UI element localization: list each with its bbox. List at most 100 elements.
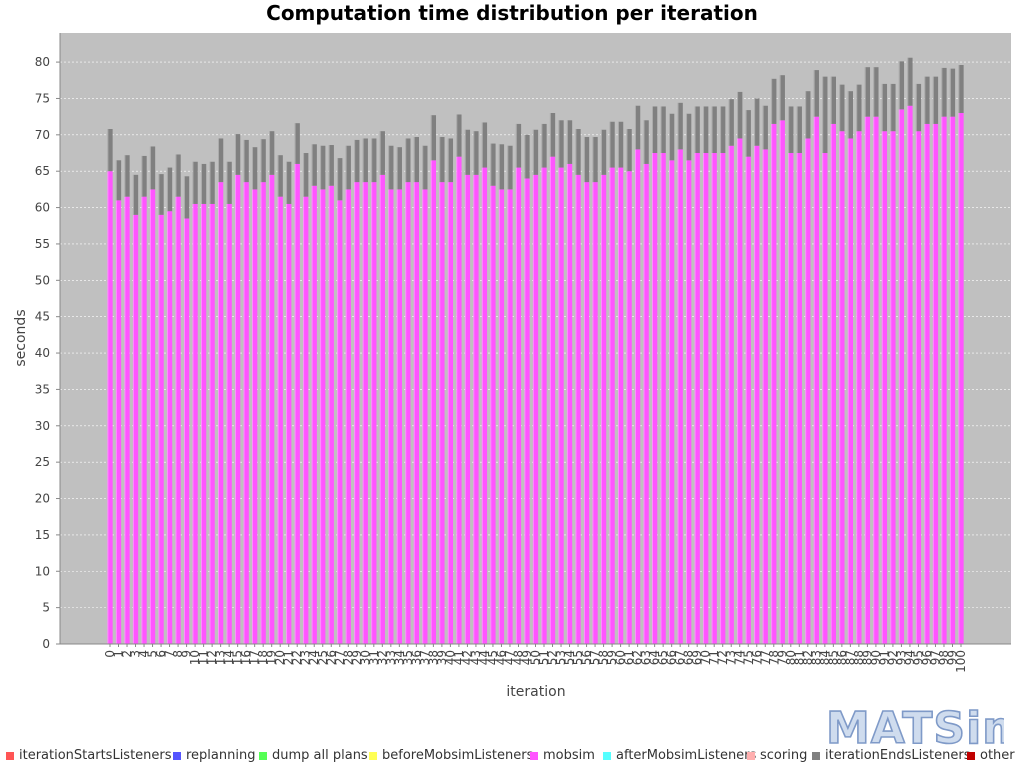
x-tick-label: 52 (546, 650, 560, 665)
x-tick-label: 87 (843, 650, 857, 665)
x-tick-label: 9 (180, 650, 194, 658)
bar-iterationEndsListeners (669, 113, 675, 161)
bar-highlight (566, 120, 568, 164)
bar-highlight (813, 70, 815, 117)
bar-highlight (958, 113, 960, 644)
bar-highlight (626, 129, 628, 172)
x-tick-label: 86 (835, 650, 849, 665)
bar-mobsim (549, 156, 556, 644)
x-tick-label: 62 (631, 650, 645, 665)
bar-iterationEndsListeners (532, 129, 539, 175)
bar-highlight (941, 67, 943, 117)
bar-highlight (796, 153, 798, 644)
x-tick-label: 41 (452, 650, 466, 665)
bar-highlight (847, 138, 849, 644)
bar-highlight (345, 145, 347, 190)
bar-highlight (226, 203, 228, 645)
x-tick-label: 24 (307, 650, 321, 665)
bar-highlight (830, 76, 832, 124)
bar-iterationEndsListeners (703, 106, 709, 154)
x-tick-label: 56 (580, 650, 594, 665)
y-tick-label: 55 (35, 237, 50, 251)
bar-iterationEndsListeners (864, 67, 871, 117)
bar-mobsim (294, 163, 300, 644)
bar-highlight (566, 163, 568, 644)
bar-highlight (260, 182, 262, 644)
x-tick-label: 18 (256, 650, 270, 665)
x-tick-label: 73 (724, 650, 738, 665)
bar-mobsim (856, 131, 862, 645)
bar-mobsim (898, 109, 905, 644)
bar-mobsim (115, 200, 122, 645)
bar-highlight (728, 145, 730, 644)
bar-iterationEndsListeners (311, 144, 317, 186)
bar-highlight (413, 182, 415, 644)
x-tick-label: 33 (384, 650, 398, 665)
bar-highlight (473, 131, 475, 175)
x-tick-label: 26 (324, 650, 338, 665)
bar-highlight (252, 189, 254, 644)
bar-iterationEndsListeners (183, 176, 190, 219)
bar-highlight (354, 182, 356, 644)
x-tick-label: 53 (554, 650, 568, 665)
bar-highlight (303, 153, 305, 197)
bar-highlight (771, 78, 773, 124)
bar-mobsim (949, 116, 956, 645)
bar-mobsim (183, 218, 190, 644)
y-axis: 0 5 10 15 20 25 30 35 40 45 50 55 60 65 70 75 80 (35, 33, 61, 651)
bar-highlight (745, 110, 747, 157)
bar-highlight (413, 137, 415, 183)
x-tick-label: 27 (333, 650, 347, 665)
bar-iterationEndsListeners (949, 68, 956, 117)
x-tick-label: 39 (435, 650, 449, 665)
bar-iterationEndsListeners (481, 122, 488, 168)
bar-highlight (166, 211, 168, 645)
bar-highlight (200, 203, 202, 645)
y-tick-label: 10 (35, 564, 50, 578)
bar-mobsim (694, 153, 700, 644)
bar-mobsim (320, 189, 326, 644)
bar-highlight (132, 214, 134, 644)
y-tick-label: 30 (35, 419, 50, 433)
bar-highlight (498, 189, 500, 644)
bar-mobsim (805, 138, 811, 644)
bar-highlight (737, 138, 739, 644)
bar-highlight (379, 131, 381, 175)
x-tick-label: 68 (682, 650, 696, 665)
bar-highlight (235, 174, 237, 644)
bar-mobsim (924, 123, 930, 645)
bar-iterationEndsListeners (822, 76, 828, 154)
bar-mobsim (652, 153, 658, 644)
bar-highlight (149, 189, 151, 644)
bar-mobsim (413, 182, 419, 644)
bar-highlight (235, 134, 237, 175)
bar-mobsim (328, 185, 334, 644)
bar-mobsim (626, 171, 632, 644)
bar-iterationEndsListeners (379, 131, 385, 175)
bar-iterationEndsListeners (107, 129, 113, 172)
bar-highlight (669, 113, 671, 161)
bar-highlight (898, 61, 900, 110)
bar-iterationEndsListeners (890, 83, 896, 132)
x-tick-label: 8 (171, 650, 185, 658)
bar-highlight (141, 155, 143, 197)
bar-highlight (447, 182, 449, 644)
bar-iterationEndsListeners (566, 120, 573, 164)
y-tick-label: 25 (35, 455, 50, 469)
bar-highlight (864, 116, 866, 645)
legend-label: scoring (760, 748, 808, 763)
legend-item: iterationStartsListeners (6, 748, 172, 763)
bar-iterationEndsListeners (745, 110, 751, 157)
bar-highlight (873, 67, 875, 117)
x-tick-label: 43 (469, 650, 483, 665)
legend-label: beforeMobsimListeners (382, 748, 534, 763)
bar-highlight (805, 91, 807, 139)
bar-mobsim (847, 138, 854, 644)
x-tick-label: 42 (460, 650, 474, 665)
bar-highlight (669, 160, 671, 644)
bar-mobsim (532, 174, 539, 644)
bar-iterationEndsListeners (634, 105, 641, 150)
bar-mobsim (864, 116, 871, 645)
legend-item: afterMobsimListeners (603, 748, 756, 763)
x-tick-label: 93 (894, 650, 908, 665)
